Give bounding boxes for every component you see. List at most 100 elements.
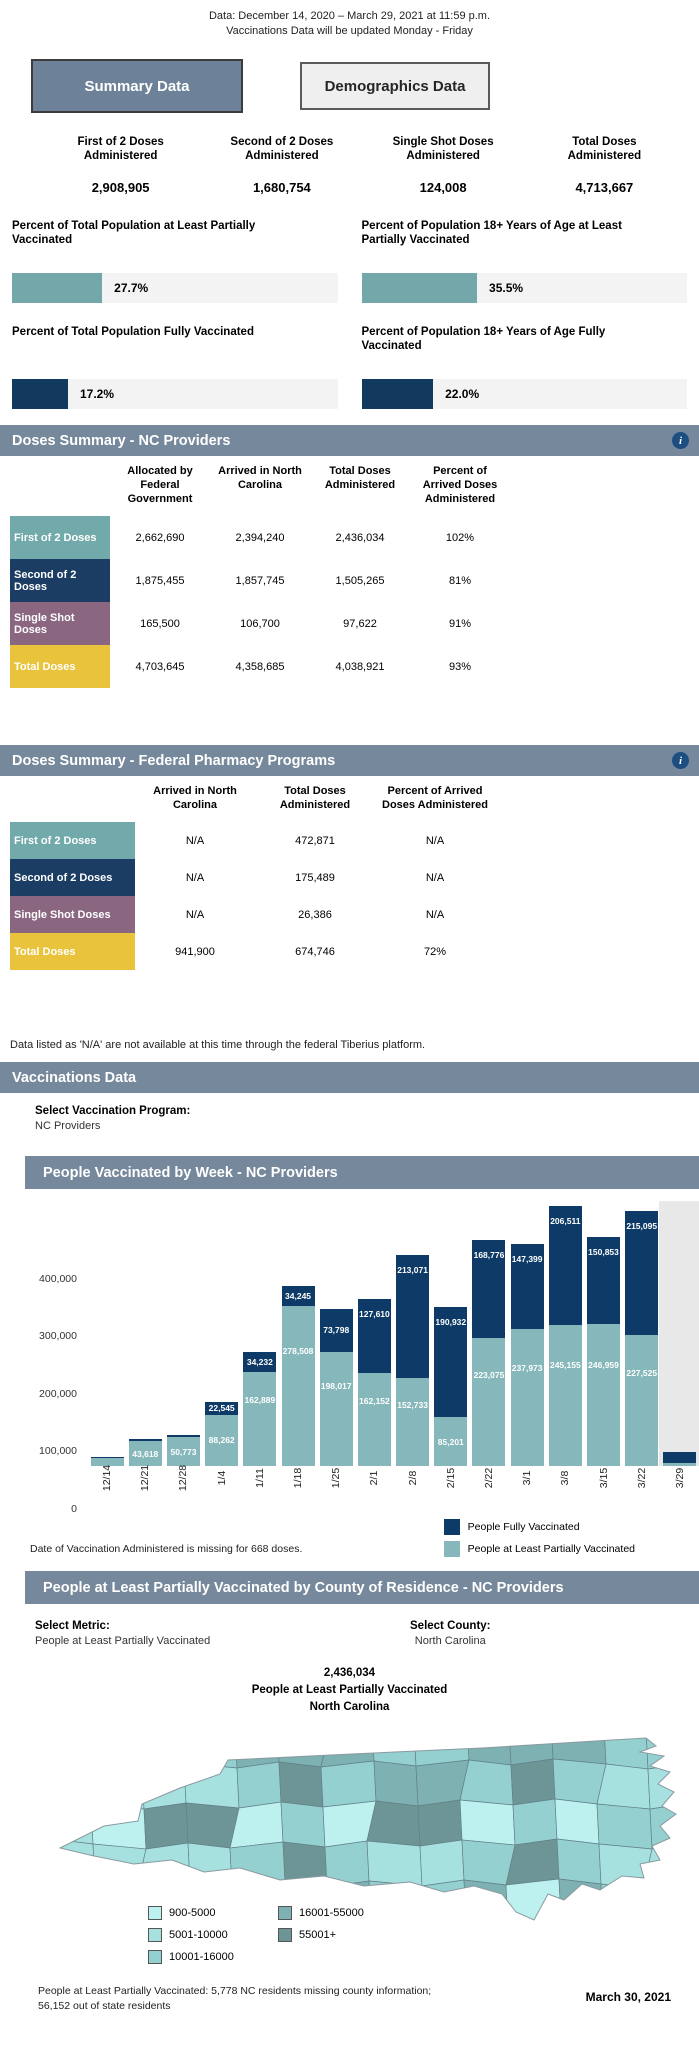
county-shape[interactable] — [647, 1762, 692, 1810]
bar-segment-fully-vaccinated[interactable]: 147,399 — [510, 1244, 544, 1329]
county-shape[interactable] — [143, 1802, 189, 1850]
county-shape[interactable] — [512, 1798, 558, 1846]
week-bar[interactable]: 245,155 206,511 — [548, 1205, 582, 1466]
week-bar[interactable]: 223,075 168,776 — [472, 1240, 506, 1466]
bar-segment-partially-vaccinated[interactable]: 198,017 — [319, 1351, 353, 1466]
county-shape[interactable] — [366, 1800, 421, 1847]
county-shape[interactable] — [141, 1762, 187, 1810]
county-shape[interactable] — [236, 1761, 282, 1809]
week-bar[interactable]: 162,152 127,610 — [357, 1299, 391, 1466]
county-shape[interactable] — [642, 1882, 692, 1926]
county-shape[interactable] — [558, 1878, 604, 1924]
bar-segment-fully-vaccinated[interactable]: 206,511 — [548, 1205, 582, 1325]
county-shape[interactable] — [52, 1798, 94, 1845]
bar-segment-partially-vaccinated[interactable]: 88,262 — [205, 1415, 239, 1466]
bar-segment-partially-vaccinated[interactable]: 227,525 — [625, 1334, 659, 1466]
bar-segment-partially-vaccinated[interactable]: 85,201 — [434, 1416, 468, 1466]
county-shape[interactable] — [183, 1762, 240, 1809]
county-shape[interactable] — [280, 1801, 326, 1848]
bar-segment-partially-vaccinated[interactable]: 43,618 — [128, 1440, 162, 1466]
bar-segment-partially-vaccinated[interactable]: 246,959 — [587, 1323, 621, 1466]
county-shape[interactable] — [324, 1840, 370, 1888]
bar-segment-fully-vaccinated[interactable]: 213,071 — [396, 1255, 430, 1379]
week-bar[interactable]: 162,889 34,232 — [243, 1352, 277, 1466]
county-shape[interactable] — [417, 1799, 463, 1847]
county-shape[interactable] — [459, 1799, 516, 1846]
county-shape[interactable] — [53, 1878, 98, 1924]
program-select-value[interactable]: NC Providers — [35, 1120, 101, 1132]
county-shape[interactable] — [52, 1838, 96, 1885]
week-bar[interactable] — [663, 1452, 697, 1466]
summary-data-button[interactable]: Summary Data — [31, 59, 243, 113]
county-shape[interactable] — [366, 1840, 423, 1887]
county-shape[interactable] — [278, 1761, 324, 1808]
bar-segment-fully-vaccinated[interactable] — [128, 1439, 162, 1441]
county-shape[interactable] — [649, 1802, 692, 1850]
metric-select-value[interactable]: People at Least Partially Vaccinated — [35, 1635, 211, 1647]
county-shape[interactable] — [185, 1802, 240, 1849]
county-shape[interactable] — [465, 1919, 511, 1926]
county-shape[interactable] — [94, 1883, 140, 1926]
county-shape[interactable] — [689, 1923, 692, 1926]
county-shape[interactable] — [690, 1763, 692, 1808]
county-shape[interactable] — [97, 1924, 141, 1926]
county-shape[interactable] — [466, 1726, 512, 1766]
county-shape[interactable] — [234, 1726, 280, 1769]
bar-segment-partially-vaccinated[interactable]: 152,733 — [396, 1378, 430, 1466]
bar-segment-fully-vaccinated[interactable]: 127,610 — [357, 1299, 391, 1373]
county-shape[interactable] — [52, 1918, 100, 1926]
info-icon[interactable]: i — [672, 432, 689, 449]
week-bar[interactable]: 227,525 215,095 — [625, 1211, 659, 1466]
county-shape[interactable] — [690, 1726, 692, 1768]
county-shape[interactable] — [552, 1758, 607, 1805]
bar-segment-fully-vaccinated[interactable]: 34,232 — [243, 1352, 277, 1373]
week-bar[interactable]: 85,201 190,932 — [434, 1306, 468, 1466]
info-icon[interactable]: i — [672, 752, 689, 769]
county-shape[interactable] — [419, 1839, 465, 1887]
week-bar[interactable]: 246,959 150,853 — [587, 1236, 621, 1466]
county-shape[interactable] — [90, 1763, 145, 1810]
bar-segment-fully-vaccinated[interactable]: 190,932 — [434, 1306, 468, 1417]
county-shape[interactable] — [556, 1838, 602, 1885]
bar-segment-fully-vaccinated[interactable]: 34,245 — [281, 1285, 315, 1306]
county-select-value[interactable]: North Carolina — [414, 1635, 486, 1647]
county-shape[interactable] — [412, 1919, 469, 1926]
county-shape[interactable] — [550, 1726, 607, 1765]
bar-segment-partially-vaccinated[interactable]: 162,152 — [357, 1372, 391, 1466]
county-shape[interactable] — [97, 1726, 143, 1770]
demographics-data-button[interactable]: Demographics Data — [300, 62, 490, 110]
county-shape[interactable] — [320, 1726, 375, 1768]
county-shape[interactable] — [598, 1843, 653, 1890]
bar-segment-fully-vaccinated[interactable]: 215,095 — [625, 1211, 659, 1335]
week-bar[interactable]: 198,017 73,798 — [319, 1309, 353, 1466]
county-shape[interactable] — [373, 1760, 419, 1807]
bar-segment-fully-vaccinated[interactable] — [166, 1434, 200, 1437]
county-shape[interactable] — [52, 1758, 101, 1805]
county-shape[interactable] — [412, 1879, 467, 1926]
week-bar[interactable]: 152,733 213,071 — [396, 1255, 430, 1466]
week-bar[interactable] — [90, 1456, 124, 1466]
county-shape[interactable] — [459, 1759, 514, 1806]
county-shape[interactable] — [229, 1841, 286, 1889]
bar-segment-fully-vaccinated[interactable] — [90, 1456, 124, 1458]
county-shape[interactable] — [371, 1726, 417, 1767]
week-bar[interactable]: 237,973 147,399 — [510, 1244, 544, 1466]
bar-segment-fully-vaccinated[interactable]: 168,776 — [472, 1240, 506, 1338]
bar-segment-fully-vaccinated[interactable] — [663, 1452, 697, 1463]
bar-segment-partially-vaccinated[interactable] — [663, 1462, 697, 1466]
county-shape[interactable] — [596, 1803, 653, 1850]
county-shape[interactable] — [505, 1878, 562, 1925]
bar-segment-fully-vaccinated[interactable]: 73,798 — [319, 1309, 353, 1352]
county-shape[interactable] — [461, 1839, 516, 1886]
week-bar[interactable]: 88,262 22,545 — [205, 1402, 239, 1466]
county-shape[interactable] — [90, 1803, 147, 1850]
county-shape[interactable] — [554, 1798, 600, 1845]
bar-segment-fully-vaccinated[interactable]: 150,853 — [587, 1236, 621, 1324]
bar-segment-fully-vaccinated[interactable]: 22,545 — [205, 1402, 239, 1416]
week-bar[interactable]: 50,773 — [166, 1434, 200, 1466]
county-shape[interactable] — [413, 1726, 470, 1767]
bar-segment-partially-vaccinated[interactable]: 50,773 — [166, 1436, 200, 1466]
county-shape[interactable] — [92, 1843, 147, 1890]
county-shape[interactable] — [187, 1842, 233, 1889]
county-shape[interactable] — [600, 1883, 646, 1926]
